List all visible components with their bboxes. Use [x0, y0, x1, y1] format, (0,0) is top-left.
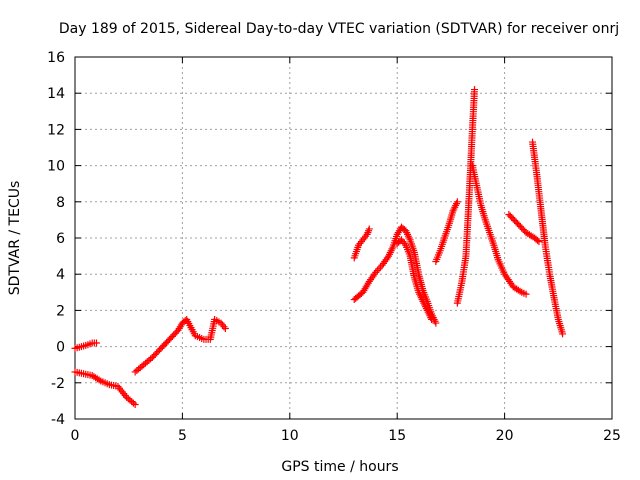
x-tick-label: 0 — [71, 428, 80, 444]
chart-title: Day 189 of 2015, Sidereal Day-to-day VTE… — [59, 21, 619, 37]
data-point — [147, 355, 155, 363]
axes — [74, 56, 613, 420]
y-tick-label: 10 — [47, 159, 65, 175]
x-tick-label: 10 — [281, 428, 299, 444]
y-tick-label: -2 — [51, 376, 65, 392]
data-point — [428, 315, 436, 323]
data-point — [375, 265, 383, 273]
data-point — [453, 198, 461, 206]
y-tick-label: 6 — [56, 231, 65, 247]
y-tick-label: 12 — [47, 122, 65, 138]
data-point — [516, 287, 524, 295]
data-point — [535, 238, 543, 246]
x-tick-label: 25 — [603, 428, 621, 444]
y-tick-label: 8 — [56, 195, 65, 211]
tick-labels: 0 5 10 15 20 25 -4 -2 0 2 4 6 8 10 12 14 16 — [47, 50, 621, 444]
y-tick-label: 16 — [47, 50, 65, 66]
y-axis-label: SDTVAR / TECUs — [7, 181, 23, 296]
data-point — [221, 325, 229, 332]
data-point — [559, 330, 567, 338]
y-tick-label: 14 — [47, 86, 65, 102]
data-point — [92, 339, 100, 347]
data-point — [365, 225, 373, 233]
x-axis-label: GPS time / hours — [281, 459, 398, 475]
y-tick-label: -4 — [51, 412, 65, 428]
x-tick-label: 15 — [388, 428, 406, 444]
y-tick-label: 2 — [56, 303, 65, 319]
data-point — [534, 236, 542, 244]
data-point — [522, 290, 530, 298]
y-tick-label: 0 — [56, 340, 65, 356]
data-point — [471, 86, 479, 94]
data-point — [131, 401, 139, 409]
data-point — [432, 319, 440, 327]
x-tick-label: 20 — [496, 428, 514, 444]
data-point — [129, 399, 137, 407]
grid-lines — [75, 57, 612, 419]
y-tick-label: 4 — [56, 267, 65, 283]
data-points — [71, 86, 567, 409]
x-tick-label: 5 — [178, 428, 187, 444]
data-point — [95, 376, 103, 384]
